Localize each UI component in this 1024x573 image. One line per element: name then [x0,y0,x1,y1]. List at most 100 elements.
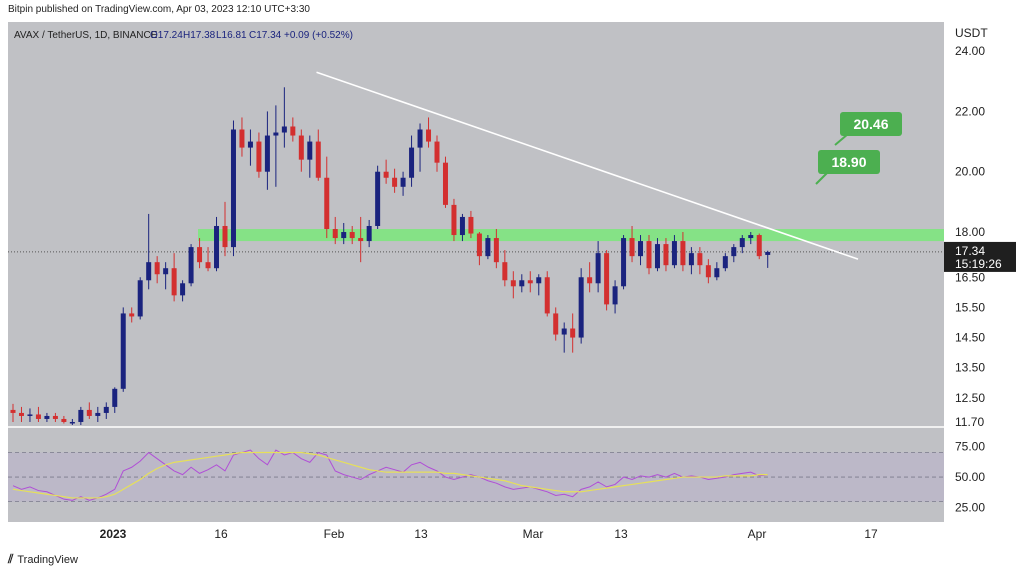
candle-body [383,171,389,178]
candle-body [324,177,330,230]
candle-body [27,414,33,416]
target-label-2: 18.90 [831,154,866,170]
candle-body [35,414,41,419]
candle-body [468,216,474,234]
price-tick: 13.50 [955,361,985,375]
rsi-tick: 75.00 [955,439,985,453]
candle-body [44,415,50,419]
candle-body [103,406,109,413]
candle-body [612,286,618,305]
legend-symbol: AVAX / TetherUS, 1D, BINANCE [14,30,158,41]
candle-body [663,244,669,266]
candle-body [731,247,737,257]
candle-body [595,253,601,284]
legend-change: +0.09 (+0.52%) [284,30,353,41]
candle-body [705,265,711,278]
candle-body [366,225,372,242]
candle-body [112,388,118,407]
candle-body [739,238,745,248]
candle-body [442,162,448,205]
tradingview-logo-icon: ⫽ [8,552,14,566]
resistance-zone [198,229,944,242]
candle-body [604,253,610,305]
candle-body [78,409,84,422]
candle-body [256,141,262,172]
time-axis-panel[interactable] [8,522,1016,544]
publish-line: Bitpin published on TradingView.com, Apr… [8,4,310,15]
candle-body [578,277,584,338]
candle-body [646,241,652,269]
candle-body [69,421,75,424]
target-label-1: 20.46 [853,116,888,132]
candle-body [239,129,245,148]
candle-body [392,177,398,187]
candle-body [180,283,186,296]
time-tick: Apr [748,527,767,541]
last-price-badge [944,241,1016,272]
rsi-ma-line [12,451,768,499]
candle-body [451,204,457,236]
candle-body [120,313,126,389]
candle-body [349,232,355,239]
price-tick: 20.00 [955,165,985,179]
trendline [316,71,859,260]
candle-body [756,235,762,257]
candle-body [52,415,58,419]
time-tick: Feb [324,527,345,541]
candle-body [197,247,203,263]
candle-body [61,418,67,422]
rsi-line [12,449,768,501]
candle-body [561,328,567,335]
candle-body [629,238,635,257]
candle-body [417,129,423,148]
candle-body [247,141,253,148]
candle-body [137,280,143,317]
candle-body [222,225,228,248]
price-tick: 18.00 [955,225,985,239]
price-axis-panel[interactable] [944,22,1016,544]
candle-body [485,238,491,257]
candle-body [18,412,24,416]
candle-body [748,235,754,239]
candle-body [358,238,364,242]
candle-body [544,277,550,314]
candle-body [341,232,347,239]
target-box-2 [818,150,880,174]
candle-body [163,268,169,275]
candle-body [493,238,499,263]
candle-body [459,216,465,236]
target-box-1 [840,112,902,136]
candle-body [553,313,559,335]
legend-ohlc: H17.38 [183,30,216,41]
candle-body [146,262,152,281]
candle-body [400,177,406,187]
legend-ohlc: O17.24 [150,30,183,41]
footer-brand: TradingView [17,553,78,566]
price-tick: 14.50 [955,331,985,345]
countdown-value: 15:19:26 [955,257,1002,271]
candle-body [654,244,660,269]
candle-body [95,412,101,416]
last-price-value: 17.34 [955,244,985,258]
time-tick: 17 [864,527,878,541]
candle-body [502,262,508,281]
candle-body [10,409,16,413]
price-tick: 15.50 [955,300,985,314]
candle-body [154,262,160,275]
price-tick: 11.70 [955,415,984,429]
legend-ohlc: L16.81 [216,30,247,41]
time-tick: 13 [414,527,428,541]
candle-body [188,247,194,284]
rsi-tick: 25.00 [955,501,985,515]
time-tick: 2023 [100,527,127,541]
candle-body [671,241,677,266]
candle-body [129,313,135,317]
candle-body [765,251,771,255]
candle-body [621,238,627,287]
candle-body [697,253,703,266]
candle-body [510,280,516,287]
rsi-tick: 50.00 [955,470,985,484]
candle-body [638,241,644,257]
legend-ohlc: C17.34 [249,30,282,41]
